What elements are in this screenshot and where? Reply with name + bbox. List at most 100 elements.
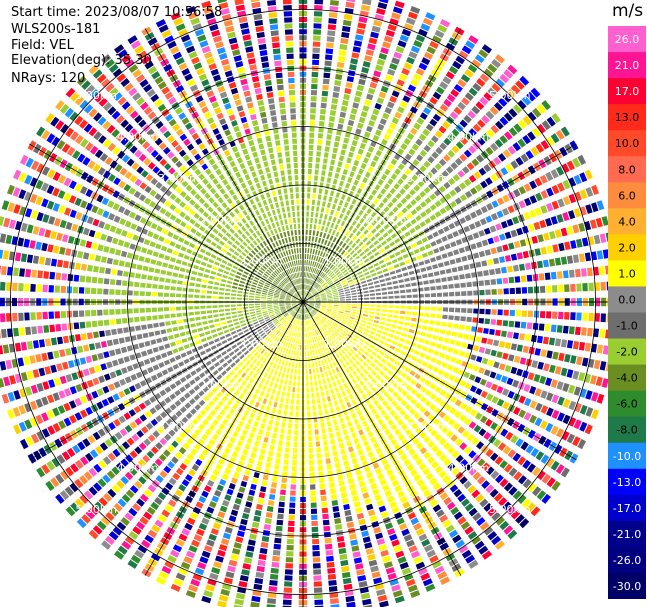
velocity-gate bbox=[485, 484, 495, 494]
velocity-gate bbox=[280, 353, 284, 359]
velocity-gate bbox=[81, 333, 87, 341]
velocity-gate bbox=[591, 184, 599, 195]
velocity-gate bbox=[465, 40, 476, 50]
velocity-gate bbox=[313, 291, 318, 295]
velocity-gate bbox=[397, 274, 403, 279]
velocity-gate bbox=[380, 173, 388, 181]
velocity-gate bbox=[283, 366, 287, 373]
velocity-gate bbox=[339, 294, 345, 297]
velocity-gate bbox=[422, 128, 431, 137]
velocity-gate bbox=[170, 313, 176, 318]
velocity-gate bbox=[210, 345, 217, 350]
velocity-gate bbox=[377, 123, 385, 131]
velocity-gate bbox=[322, 353, 326, 359]
velocity-gate bbox=[312, 267, 315, 273]
velocity-gate bbox=[481, 480, 490, 489]
velocity-gate bbox=[289, 502, 296, 508]
velocity-gate bbox=[372, 462, 380, 470]
velocity-gate bbox=[364, 426, 371, 433]
velocity-gate bbox=[162, 336, 169, 342]
velocity-gate bbox=[535, 192, 543, 202]
velocity-gate bbox=[69, 414, 77, 424]
velocity-gate bbox=[429, 96, 438, 105]
velocity-gate bbox=[263, 326, 269, 331]
velocity-gate bbox=[455, 55, 465, 65]
velocity-gate bbox=[330, 285, 336, 289]
velocity-gate bbox=[367, 282, 374, 286]
velocity-gate bbox=[319, 257, 324, 263]
velocity-gate bbox=[250, 339, 256, 345]
velocity-gate bbox=[327, 329, 332, 334]
velocity-gate bbox=[379, 600, 389, 607]
velocity-gate bbox=[288, 317, 293, 322]
velocity-gate bbox=[370, 114, 378, 122]
velocity-gate bbox=[499, 341, 506, 348]
velocity-gate bbox=[155, 354, 162, 361]
velocity-gate bbox=[106, 361, 113, 369]
velocity-gate bbox=[420, 267, 427, 273]
velocity-gate bbox=[506, 218, 514, 227]
velocity-gate bbox=[487, 259, 494, 266]
velocity-gate bbox=[137, 459, 146, 468]
velocity-gate bbox=[218, 309, 225, 312]
velocity-gate bbox=[394, 238, 401, 244]
velocity-gate bbox=[26, 254, 34, 263]
velocity-gate bbox=[273, 296, 279, 299]
velocity-gate bbox=[407, 264, 413, 270]
velocity-gate bbox=[387, 178, 394, 185]
velocity-gate bbox=[220, 283, 226, 287]
velocity-gate bbox=[210, 329, 217, 334]
velocity-gate bbox=[377, 418, 384, 425]
velocity-gate bbox=[552, 285, 558, 293]
velocity-gate bbox=[510, 343, 518, 351]
velocity-gate bbox=[311, 311, 315, 316]
velocity-gate bbox=[213, 286, 219, 290]
velocity-gate bbox=[316, 315, 321, 320]
velocity-gate bbox=[283, 587, 293, 593]
velocity-gate bbox=[301, 314, 303, 320]
velocity-gate bbox=[38, 339, 46, 348]
velocity-gate bbox=[273, 370, 278, 376]
velocity-gate bbox=[352, 235, 358, 241]
velocity-gate bbox=[495, 474, 504, 484]
velocity-gate bbox=[174, 489, 183, 497]
velocity-gate bbox=[320, 294, 326, 297]
velocity-gate bbox=[557, 396, 565, 406]
velocity-gate bbox=[150, 462, 159, 471]
velocity-gate bbox=[253, 472, 260, 479]
velocity-gate bbox=[522, 134, 531, 145]
velocity-gate bbox=[249, 378, 255, 384]
velocity-gate bbox=[85, 321, 92, 328]
velocity-gate bbox=[306, 284, 308, 290]
velocity-gate bbox=[388, 219, 395, 226]
velocity-gate bbox=[321, 300, 327, 302]
velocity-gate bbox=[378, 259, 385, 265]
velocity-gate bbox=[141, 350, 148, 357]
velocity-gate bbox=[256, 288, 262, 292]
velocity-gate bbox=[194, 306, 200, 310]
velocity-gate bbox=[453, 106, 463, 115]
velocity-gate bbox=[536, 490, 547, 501]
velocity-gate bbox=[253, 351, 259, 357]
velocity-gate bbox=[506, 88, 517, 99]
velocity-gate bbox=[359, 142, 366, 150]
velocity-gate bbox=[396, 395, 403, 402]
velocity-gate bbox=[450, 356, 457, 363]
velocity-gate bbox=[358, 388, 364, 395]
velocity-gate bbox=[300, 338, 302, 344]
velocity-gate bbox=[418, 462, 427, 471]
velocity-gate bbox=[248, 326, 255, 331]
velocity-gate bbox=[400, 310, 406, 315]
velocity-gate bbox=[147, 275, 153, 281]
velocity-gate bbox=[300, 332, 302, 338]
velocity-gate bbox=[221, 321, 227, 325]
velocity-gate bbox=[169, 357, 176, 363]
velocity-gate bbox=[274, 350, 279, 357]
velocity-gate bbox=[183, 344, 190, 350]
velocity-gate bbox=[356, 288, 363, 292]
velocity-gate bbox=[332, 506, 340, 512]
velocity-gate bbox=[344, 163, 350, 170]
velocity-gate bbox=[394, 290, 400, 294]
velocity-gate bbox=[384, 489, 392, 497]
velocity-gate bbox=[361, 255, 368, 260]
